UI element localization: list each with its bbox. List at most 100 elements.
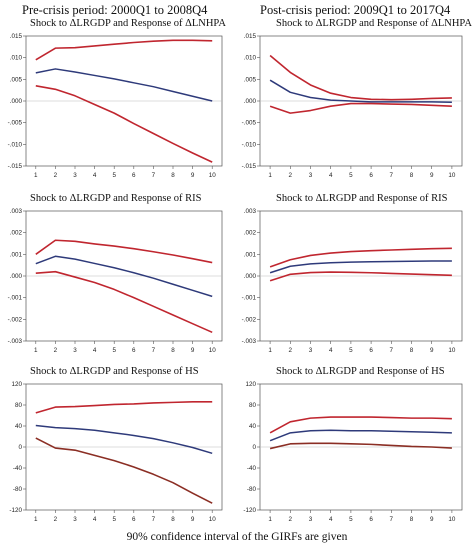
x-tick-label: 4 [93, 516, 97, 523]
y-tick-label: -.002 [242, 316, 257, 323]
x-tick-label: 3 [73, 516, 77, 523]
chart-lnhpa-post-svg: .015 .010 .005 .000 -.005 -.010 -.015 1 2 3 4 5 6 7 8 9… [242, 33, 463, 179]
x-tick-label: 4 [93, 172, 97, 179]
series-line-response [269, 429, 452, 442]
y-tick-label: .003 [10, 208, 23, 215]
y-tick-label: -80 [13, 486, 23, 493]
x-tick-label: 9 [191, 172, 195, 179]
panel-title-ris-post: Shock to ΔLRGDP and Response of RIS [276, 193, 448, 204]
x-tick-label: 5 [112, 172, 116, 179]
panel-title-lnhpa-pre: Shock to ΔLRGDP and Response of ΔLNHPA [30, 18, 226, 29]
x-tick-label: 2 [54, 172, 58, 179]
y-tick-label: .002 [10, 230, 23, 237]
y-tick-label: -.015 [242, 163, 257, 170]
chart-hs-post-svg: 120 80 40 0 -40 -80 -120 1 2 3 4 5 6 7 8 9 10 [243, 381, 463, 523]
chart-lnhpa-post: .015 .010 .005 .000 -.005 -.010 -.015 1 2 3 4 5 6 7 8 9… [234, 32, 470, 182]
y-tick-label: -.002 [8, 316, 23, 323]
chart-hs-post: 120 80 40 0 -40 -80 -120 1 2 3 4 5 6 7 8 9 10 [234, 380, 470, 526]
x-tick-label: 7 [390, 172, 394, 179]
x-tick-label: 4 [93, 347, 97, 354]
series-line-upper [35, 239, 213, 264]
y-tick-label: -.003 [8, 338, 23, 345]
x-tick-label: 7 [390, 516, 394, 523]
x-tick-label: 3 [309, 172, 313, 179]
x-tick-label: 10 [448, 347, 456, 354]
y-tick-label: .003 [244, 208, 257, 215]
x-tick-label: 10 [209, 172, 217, 179]
y-tick-label: -.005 [8, 120, 23, 127]
chart-ris-pre: .003 .002 .001 .000 -.001 -.002 -.003 1 2 3 4 5 6 7 8 9… [0, 207, 230, 357]
y-tick-label: .001 [244, 251, 257, 258]
panel-title-lnhpa-post: Shock to ΔLRGDP and Response of ΔLNHPA [276, 18, 472, 29]
series-line-lower [35, 270, 213, 334]
footnote: 90% confidence interval of the GIRFs are… [126, 531, 348, 543]
series-line-upper [35, 39, 213, 61]
series-line-lower [35, 437, 213, 504]
series-line-upper [35, 401, 213, 414]
y-tick-label: 0 [18, 444, 22, 451]
x-tick-label: 6 [132, 516, 136, 523]
series-line-upper [269, 54, 452, 101]
x-tick-label: 1 [268, 516, 272, 523]
x-tick-label: 3 [73, 347, 77, 354]
y-tick-label: .010 [10, 55, 23, 62]
series-line-upper [269, 247, 452, 268]
y-tick-label: .000 [10, 273, 23, 280]
x-tick-label: 4 [329, 516, 333, 523]
panel-title-ris-pre: Shock to ΔLRGDP and Response of RIS [30, 193, 202, 204]
y-tick-label: -40 [247, 465, 257, 472]
y-tick-label: 40 [15, 423, 23, 430]
y-tick-label: .005 [10, 76, 23, 83]
series-line-upper [269, 416, 452, 434]
chart-lnhpa-pre: .015 .010 .005 .000 -.005 -.010 -.015 1 2 3 4 5 6 7 8 9… [0, 32, 230, 182]
x-tick-label: 7 [152, 172, 156, 179]
chart-lnhpa-pre-svg: .015 .010 .005 .000 -.005 -.010 -.015 1 2 3 4 5 6 7 8 9… [8, 33, 223, 179]
x-tick-label: 2 [289, 516, 293, 523]
x-tick-label: 8 [410, 347, 414, 354]
y-tick-label: -120 [9, 507, 22, 514]
x-tick-label: 5 [349, 516, 353, 523]
y-tick-label: -.005 [242, 120, 257, 127]
x-tick-label: 1 [34, 347, 38, 354]
y-tick-label: .010 [244, 55, 257, 62]
chart-hs-pre-svg: 120 80 40 0 -40 -80 -120 1 2 3 4 5 6 7 8 9 10 [9, 381, 223, 523]
x-tick-label: 10 [448, 172, 456, 179]
pre-crisis-header: Pre-crisis period: 2000Q1 to 2008Q4 [22, 3, 208, 17]
x-tick-label: 6 [132, 347, 136, 354]
y-tick-label: 120 [11, 381, 22, 388]
x-tick-label: 9 [430, 347, 434, 354]
y-tick-label: -.001 [8, 295, 23, 302]
y-tick-label: -.003 [242, 338, 257, 345]
y-tick-label: .000 [244, 273, 257, 280]
y-tick-label: 0 [252, 444, 256, 451]
chart-hs-pre: 120 80 40 0 -40 -80 -120 1 2 3 4 5 6 7 8 9 10 [0, 380, 230, 526]
y-tick-label: .000 [244, 98, 257, 105]
x-tick-label: 1 [34, 172, 38, 179]
x-tick-label: 7 [390, 347, 394, 354]
panel-title-hs-post: Shock to ΔLRGDP and Response of HS [276, 366, 445, 377]
x-tick-label: 6 [369, 516, 373, 523]
series-line-lower [269, 442, 452, 450]
x-tick-label: 6 [369, 172, 373, 179]
series-line-lower [269, 271, 452, 282]
y-tick-label: .005 [244, 76, 257, 83]
x-tick-label: 10 [448, 516, 456, 523]
x-tick-label: 8 [171, 347, 175, 354]
y-tick-label: -120 [243, 507, 256, 514]
y-tick-label: .015 [10, 33, 23, 40]
series-line-response [35, 68, 213, 102]
y-tick-label: -.001 [242, 295, 257, 302]
x-tick-label: 10 [209, 347, 217, 354]
y-tick-label: -.010 [8, 141, 23, 148]
x-tick-label: 2 [289, 347, 293, 354]
x-tick-label: 3 [73, 172, 77, 179]
x-tick-label: 9 [191, 516, 195, 523]
panel-title-hs-pre: Shock to ΔLRGDP and Response of HS [30, 366, 199, 377]
x-tick-label: 2 [54, 347, 58, 354]
y-tick-label: .002 [244, 230, 257, 237]
series-line-response [35, 255, 213, 298]
x-tick-label: 2 [54, 516, 58, 523]
y-tick-label: .001 [10, 251, 23, 258]
x-tick-label: 9 [430, 516, 434, 523]
x-tick-label: 7 [152, 347, 156, 354]
